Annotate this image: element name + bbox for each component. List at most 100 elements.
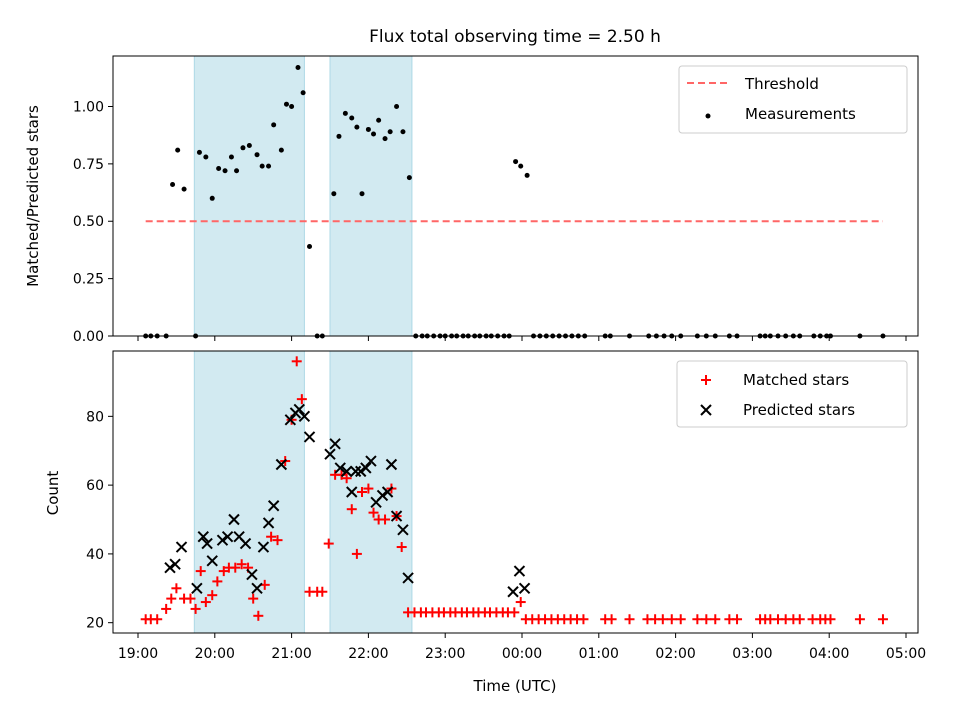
- matched-star-point: [272, 535, 283, 546]
- predicted-star-point: [346, 486, 358, 498]
- measurement-point: [254, 152, 260, 158]
- predicted-star-point: [201, 537, 213, 550]
- measurement-point: [175, 147, 181, 153]
- matched-star-point: [675, 614, 686, 625]
- shaded-interval: [329, 350, 413, 634]
- matched-star-point: [253, 610, 264, 621]
- x-marker-b: [360, 462, 372, 474]
- x-marker-b: [397, 524, 409, 536]
- matched-star-point: [323, 538, 334, 549]
- matched-star-point: [380, 514, 391, 525]
- bottom-panel-frame: [112, 350, 919, 634]
- matched-star-point: [166, 593, 177, 604]
- x-marker-b: [164, 561, 176, 574]
- predicted-star-point: [293, 403, 305, 416]
- shaded-interval: [193, 55, 305, 337]
- predicted-star-point: [349, 465, 362, 478]
- x-marker-b: [275, 458, 288, 471]
- predicted-star-point: [284, 414, 297, 426]
- x-marker-b: [246, 568, 258, 581]
- x-marker-b: [206, 555, 218, 567]
- measurement-point: [382, 136, 388, 142]
- predicted-star-point: [298, 410, 311, 423]
- measurement-point: [240, 145, 246, 151]
- chart-title: Flux total observing time = 2.50 h: [369, 27, 661, 47]
- legend-threshold-label: Threshold: [744, 75, 819, 93]
- matched-star-point: [266, 531, 277, 542]
- predicted-star-point: [397, 524, 409, 536]
- x-marker-b: [251, 582, 263, 594]
- measurement-point: [359, 191, 365, 197]
- matched-star-point: [190, 603, 201, 614]
- matched-star-point: [666, 614, 677, 625]
- x-marker-b: [365, 455, 377, 467]
- matched-star-point: [248, 593, 259, 604]
- x-marker-b: [228, 513, 240, 526]
- legend-matched-label: Matched stars: [743, 371, 849, 389]
- predicted-star-point: [216, 534, 229, 546]
- x-marker-b: [191, 582, 203, 594]
- x-marker-b: [349, 465, 362, 478]
- measurement-point: [283, 101, 289, 107]
- measurement-point: [181, 186, 187, 192]
- measurement-point: [216, 165, 222, 171]
- matched-star-point: [230, 562, 241, 573]
- x-marker-b: [385, 458, 398, 471]
- bottom-x-axis: 19:00 20:00 21:00 22:00 23:00 00:00 01:00 02:00…: [118, 633, 926, 662]
- measurement-point: [354, 124, 360, 130]
- matched-star-point: [509, 607, 520, 618]
- bottom-panel: 20 40 60 80 19:00 20:00 21:00 22:00 23:00 00:00 0…: [44, 350, 926, 695]
- matched-star-point: [291, 356, 302, 367]
- predicted-star-point: [262, 517, 275, 529]
- legend-matched-marker: [701, 375, 711, 385]
- matched-star-point: [657, 614, 668, 625]
- x-tick-label: 01:00: [579, 646, 619, 662]
- x-marker-b: [700, 404, 712, 416]
- measurement-point: [406, 175, 412, 181]
- legend-matched-swatch: [701, 375, 711, 385]
- x-tick-label: 00:00: [502, 646, 542, 662]
- matched-star-point: [606, 614, 617, 625]
- x-marker-b: [334, 462, 346, 474]
- matched-star-point: [701, 614, 712, 625]
- x-tick-label: 21:00: [271, 646, 311, 662]
- top-x-axis: [137, 336, 907, 341]
- top-y-axis-label: Matched/Predicted stars: [24, 105, 42, 287]
- y-tick-label: 40: [86, 547, 104, 563]
- measurement-point: [524, 172, 530, 178]
- legend-predicted-swatch: [700, 404, 712, 416]
- matched-star-point: [317, 586, 328, 597]
- predicted-star-point: [251, 582, 263, 594]
- x-tick-label: 22:00: [348, 646, 388, 662]
- measurement-point: [371, 131, 377, 137]
- legend-predicted-marker: [700, 404, 712, 416]
- x-marker-b: [197, 531, 209, 543]
- predicted-star-point: [381, 486, 394, 498]
- measurement-point: [271, 122, 277, 128]
- matched-star-point: [624, 614, 635, 625]
- measurement-point: [246, 143, 252, 149]
- x-tick-label: 03:00: [732, 646, 772, 662]
- matched-star-point: [732, 614, 743, 625]
- predicted-star-point: [267, 500, 280, 512]
- bottom-legend-box: [676, 360, 908, 428]
- x-tick-label: 05:00: [886, 646, 926, 662]
- matched-star-point: [825, 614, 836, 625]
- matched-star-point: [363, 483, 374, 494]
- predicted-star-point: [334, 462, 346, 474]
- matched-star-point: [357, 487, 367, 497]
- x-marker-b: [201, 537, 213, 550]
- predicted-star-point: [169, 558, 181, 570]
- x-marker-b: [329, 438, 341, 450]
- predicted-star-point: [513, 565, 526, 577]
- measurement-point: [336, 133, 342, 139]
- measurement-point: [394, 103, 400, 109]
- matched-star-point: [396, 542, 407, 553]
- measurement-point: [228, 154, 234, 160]
- measurement-point: [234, 168, 240, 174]
- predicted-star-point: [275, 458, 288, 471]
- top-legend-box: [678, 65, 908, 134]
- predicted-star-point: [175, 541, 188, 553]
- matched-star-point: [368, 507, 379, 518]
- x-marker-b: [340, 465, 353, 478]
